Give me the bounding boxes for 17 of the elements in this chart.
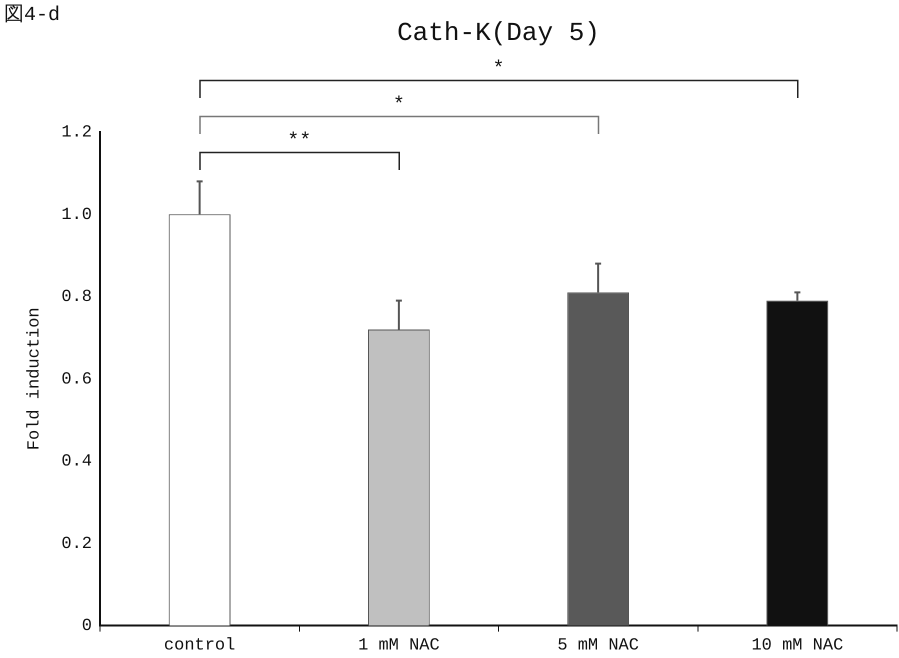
y-tick-label: 0.8 <box>61 288 92 308</box>
y-tick-label: 1.0 <box>61 206 92 225</box>
chart-title: Cath-K(Day 5) <box>397 18 600 48</box>
y-tick-label: 0.2 <box>61 534 92 554</box>
x-tick-label: 1 mM NAC <box>358 636 440 656</box>
caption: 図4-d <box>4 3 60 27</box>
x-tick-label: 10 mM NAC <box>751 636 844 656</box>
y-axis-title: Fold induction <box>26 307 45 450</box>
y-tick-label: 0.4 <box>61 452 92 472</box>
y-tick-label: 0 <box>82 617 92 636</box>
y-tick-label: 1.2 <box>61 124 92 142</box>
y-tick-label: 0.6 <box>61 370 92 390</box>
x-tick-label: 5 mM NAC <box>557 636 639 656</box>
x-tick-label: control <box>164 636 236 656</box>
annotation: ** <box>287 130 312 153</box>
text: * <box>492 58 505 81</box>
text: * <box>392 94 405 117</box>
